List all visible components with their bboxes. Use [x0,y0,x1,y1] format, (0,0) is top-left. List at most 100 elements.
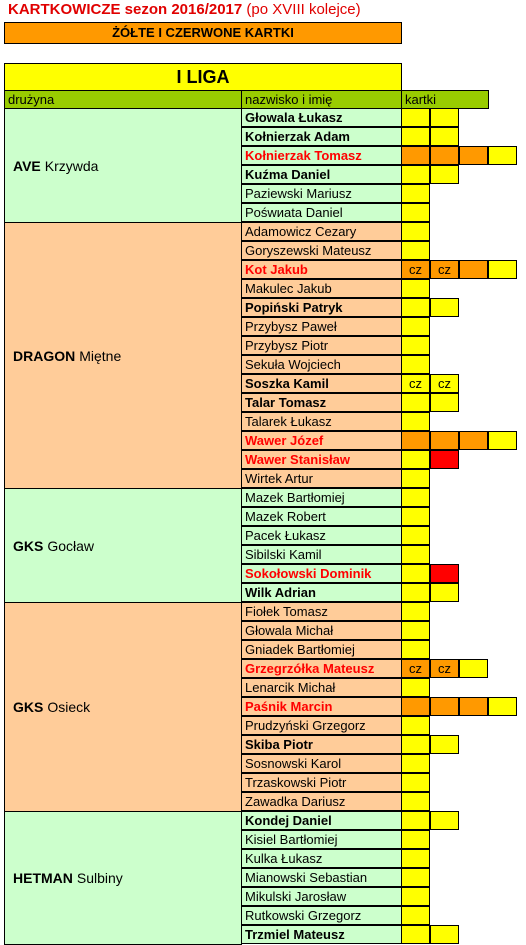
player-name: Mazek Robert [241,507,402,526]
player-name: Rutkowski Grzegorz [241,906,402,925]
card-cell [459,697,488,716]
team-place: Osieck [47,699,91,715]
player-name: Skiba Piotr [241,735,402,754]
card-cell [401,336,430,355]
card-cell [488,431,517,450]
card-cell [401,887,430,906]
player-name: Trzmiel Mateusz [241,925,402,944]
card-cell [488,697,517,716]
player-name: Głowala Łukasz [241,108,402,127]
card-cell [459,260,488,279]
card-cell [401,792,430,811]
team-name: AVE [13,157,41,174]
card-cell [401,450,430,469]
player-name: Kołnierzak Adam [241,127,402,146]
player-name: Przybysz Piotr [241,336,402,355]
team-place: Miętne [79,347,122,364]
player-name: Kisiel Bartłomiej [241,830,402,849]
player-name: Sokołowski Dominik [241,564,402,583]
card-cell [401,811,430,830]
column-header-team: drużyna [4,90,242,109]
player-name: Kuźma Daniel [241,165,402,184]
card-cell [401,355,430,374]
card-cell [401,526,430,545]
card-cell: cz [430,374,459,393]
card-cell [401,222,430,241]
player-name: Adamowicz Cezary [241,222,402,241]
player-name: Popiński Patryk [241,298,402,317]
player-name: Soszka Kamil [241,374,402,393]
card-cell [401,108,430,127]
card-cell [430,697,459,716]
card-cell [401,754,430,773]
card-cell [488,260,517,279]
card-cell [401,412,430,431]
card-cell [401,203,430,222]
card-cell [459,659,488,678]
league-banner: I LIGA [4,63,402,91]
card-cell [401,184,430,203]
card-cell: cz [401,260,430,279]
card-cell [430,127,459,146]
card-cell [401,564,430,583]
player-name: Mikulski Jarosław [241,887,402,906]
team-cell: DRAGON Miętne [4,222,242,489]
column-header-player: nazwisko i imię [241,90,402,109]
title-text: KARTKOWICZE sezon 2016/2017 [8,1,243,18]
player-name: Mianowski Sebastian [241,868,402,887]
card-cell [401,621,430,640]
player-name: Kulka Łukasz [241,849,402,868]
player-name: Talar Tomasz [241,393,402,412]
card-cell [459,431,488,450]
card-cell [401,697,430,716]
player-name: Fiołek Tomasz [241,602,402,621]
card-cell [488,146,517,165]
column-header-cards: kartki [401,90,489,109]
card-cell [430,925,459,944]
card-cell [430,165,459,184]
card-cell [401,849,430,868]
player-name: Gniadek Bartłomiej [241,640,402,659]
team-place: Sulbiny [76,870,123,886]
card-cell [401,469,430,488]
team-cell: GKS Gocław [4,488,242,603]
player-name: Makulec Jakub [241,279,402,298]
card-cell [401,925,430,944]
player-name: Kondej Daniel [241,811,402,830]
card-cell [459,146,488,165]
card-cell [430,108,459,127]
player-name: Mazek Bartłomiej [241,488,402,507]
card-cell [430,811,459,830]
card-cell [401,317,430,336]
team-place: Krzywda [44,157,99,174]
card-cell [401,507,430,526]
card-cell [401,583,430,602]
player-name: Wawer Stanisław [241,450,402,469]
player-name: Talarek Łukasz [241,412,402,431]
card-cell [401,165,430,184]
team-cell: AVE Krzywda [4,108,242,223]
card-cell [401,127,430,146]
card-cell [430,146,459,165]
card-cell [430,450,459,469]
card-cell: cz [401,374,430,393]
card-cell [401,545,430,564]
team-name: DRAGON [13,347,76,364]
player-name: Kołnierzak Tomasz [241,146,402,165]
card-cell [401,678,430,697]
card-cell [430,564,459,583]
player-name: Kot Jakub [241,260,402,279]
card-cell [430,298,459,317]
team-place: Gocław [47,537,95,554]
player-name: Prudzyński Grzegorz [241,716,402,735]
card-cell [401,431,430,450]
card-cell [401,830,430,849]
card-cell [401,241,430,260]
player-name: Sibilski Kamil [241,545,402,564]
card-cell [401,602,430,621]
card-cell [401,298,430,317]
player-name: Pośwиata Daniel [241,203,402,222]
title-note: (po XVIII kolejce) [246,1,361,18]
player-name: Paziewski Mariusz [241,184,402,203]
player-name: Wilk Adrian [241,583,402,602]
